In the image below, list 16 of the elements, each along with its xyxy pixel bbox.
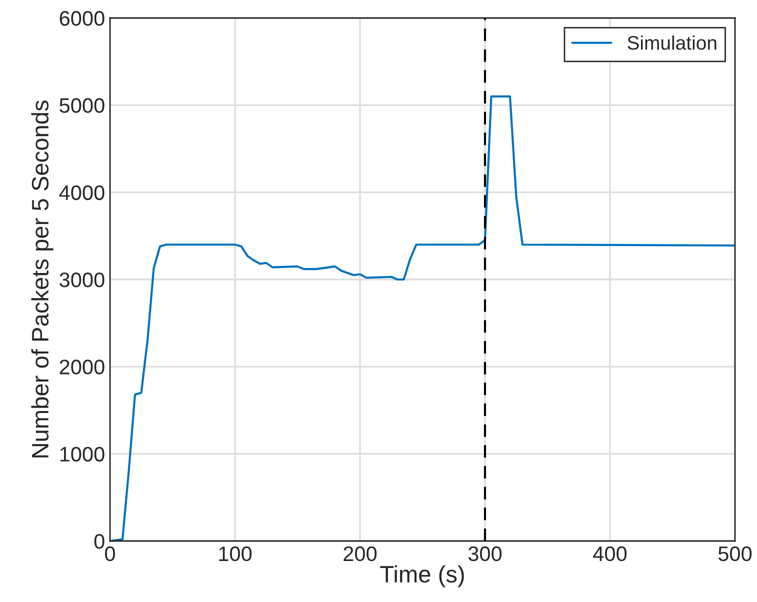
legend-label: Simulation [628, 36, 716, 50]
y-tick-label: 4000 [59, 185, 104, 200]
y-tick-label: 0 [94, 534, 104, 549]
y-axis-title: Number of Packets per 5 Seconds [31, 100, 54, 458]
x-tick-label: 200 [344, 546, 377, 562]
x-axis-title: Time (s) [380, 565, 464, 588]
x-tick-label: 400 [593, 546, 627, 562]
y-tick-label: 3000 [60, 272, 104, 288]
y-tick-label: 1000 [60, 446, 104, 462]
x-tick-label: 500 [718, 546, 752, 562]
y-tick-label: 2000 [60, 360, 104, 374]
y-tick-label: 6000 [60, 11, 104, 26]
x-tick-label: 0 [105, 546, 115, 562]
y-tick-label: 5000 [60, 98, 104, 113]
x-tick-label: 300 [468, 546, 502, 562]
x-tick-label: 100 [219, 546, 252, 562]
